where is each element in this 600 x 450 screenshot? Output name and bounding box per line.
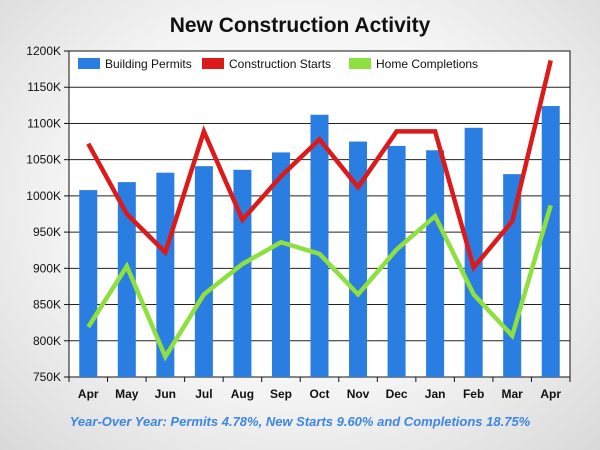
bar [464, 127, 483, 378]
bar [233, 169, 252, 377]
y-tick-label: 850K [33, 298, 61, 312]
x-tick-label: Feb [463, 387, 484, 401]
legend-swatch [202, 58, 224, 69]
x-axis: Apr May Jun Jul Aug Sep Oct Nov Dec Jan Feb Mar Apr [68, 377, 571, 401]
bar [541, 106, 560, 378]
x-tick-label: Jul [195, 387, 212, 401]
y-tick-label: 1050K [26, 153, 61, 167]
bar [79, 190, 98, 377]
y-tick-label: 900K [33, 261, 61, 275]
y-tick-label: 1100K [27, 116, 61, 130]
legend-label: Building Permits [105, 57, 192, 71]
bar [271, 152, 290, 377]
x-tick-label: May [115, 387, 139, 401]
bar-series [79, 106, 560, 378]
bar [310, 114, 329, 378]
y-tick-label: 950K [33, 225, 61, 239]
y-tick-label: 800K [33, 334, 61, 348]
bar [349, 141, 368, 377]
bar [426, 150, 445, 377]
x-tick-label: Nov [347, 387, 370, 401]
y-tick-label: 1000K [26, 189, 61, 203]
line-series [86, 59, 553, 362]
bar [156, 172, 175, 377]
bar [387, 145, 406, 377]
y-tick-label: 1200K [26, 44, 61, 58]
y-tick-label: 750K [33, 370, 61, 384]
x-tick-label: Dec [386, 387, 408, 401]
x-tick-label: Mar [502, 387, 524, 401]
legend-label: Home Completions [376, 57, 478, 71]
x-tick-label: Aug [231, 387, 254, 401]
bar [117, 182, 136, 377]
y-tick-label: 1150K [27, 80, 61, 94]
x-tick-label: Apr [78, 387, 99, 401]
series-line-construction-starts [86, 59, 553, 273]
bar [194, 166, 213, 377]
legend: Building Permits Construction Starts Home … [78, 57, 478, 71]
x-tick-label: Jun [155, 387, 176, 401]
x-tick-label: Oct [309, 387, 329, 401]
y-axis: 750K 800K 850K 900K 950K 1000K 1050K 1100K 1150K… [26, 44, 69, 384]
legend-label: Construction Starts [229, 57, 331, 71]
chart-title: New Construction Activity [169, 14, 431, 37]
legend-swatch [349, 58, 371, 69]
legend-swatch [78, 58, 100, 69]
x-tick-label: Jan [425, 387, 446, 401]
footnote: Year-Over Year: Permits 4.78%, New Start… [69, 414, 531, 429]
x-tick-label: Apr [540, 387, 561, 401]
series-line-home-completions [86, 204, 553, 362]
x-tick-label: Sep [270, 387, 292, 401]
